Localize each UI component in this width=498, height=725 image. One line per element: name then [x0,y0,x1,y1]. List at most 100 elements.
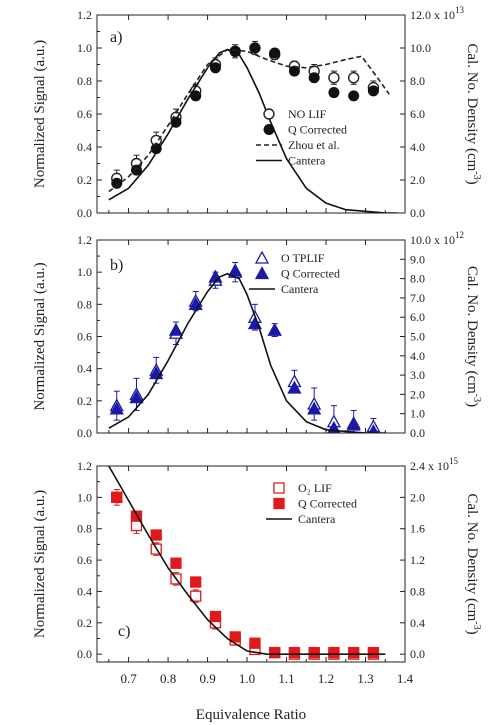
legend-label: Zhou et al. [288,138,340,152]
data-point [288,646,301,659]
legend-item: Zhou et al. [256,138,340,152]
y-tick-label: 0.6 [77,107,92,121]
series-line [108,48,398,213]
series-open-triangle [109,262,381,433]
y-tick-label: 1.2 [77,233,92,247]
y-tick-label: 0.2 [77,394,92,408]
legend-item: O TPLIF [254,250,325,265]
y2-tick-label: 2.0 [410,490,425,504]
y-axis-label: Normalized Signal (a.u.) [32,490,48,638]
y-tick-label: 1.2 [77,8,92,22]
y-tick-label: 0.0 [77,426,92,440]
plot-frame [96,465,406,663]
legend-item: Q Corrected [263,123,347,137]
y2-tick-label: 0.0 [410,647,425,661]
y-axis-label: Normalized Signal (a.u.) [32,262,48,410]
legend-label: NO LIF [288,107,327,121]
x-tick-label: 1.0 [239,671,255,686]
y2-tick-label: 2.0 [410,387,425,401]
legend-item: O₂ LIF [273,481,332,495]
data-point [328,87,340,99]
series-filled-square [111,491,380,659]
y-tick-label: 1.2 [77,459,92,473]
x-tick-label: 1.4 [397,671,414,686]
data-point [328,71,340,84]
series-line [108,466,386,655]
y-tick-label: 0.4 [77,584,92,598]
data-point [209,62,221,74]
y-tick-label: 0.2 [77,616,92,630]
y-tick-label: 0.0 [77,206,92,220]
panel-1: 0.0 0.2 0.4 0.6 0.8 1.0 1.2 0.0 2.0 4.0 6.0 8.0 10.0… [32,5,482,220]
y2-tick-label: 3.0 [410,368,425,382]
panel-label: c) [118,623,130,640]
x-tick-label: 1.2 [318,671,334,686]
y2-tick-label: 8.0 [410,74,425,88]
series-solid-line [108,272,386,433]
y2-tick-label: 0.8 [410,584,425,598]
data-point [109,401,124,415]
series-solid-line [108,466,386,655]
legend-item: Q Corrected [254,266,340,281]
data-point [130,519,143,532]
y-tick-label: 1.0 [77,265,92,279]
x-axis-label: Equivalence Ratio [196,707,306,723]
y-tick-label: 1.0 [77,41,92,55]
legend-item: NO LIF [263,107,327,121]
y-tick-label: 0.4 [77,362,92,376]
y2-tick-label: 4.0 [410,349,425,363]
legend-label: O₂ LIF [298,481,332,495]
y2-tick-label: 4.0 [410,140,425,154]
series-open-square [111,489,380,660]
data-point [190,590,202,602]
data-point [249,637,261,649]
data-point [129,390,144,404]
data-point [269,47,281,59]
legend-label: Q Corrected [288,123,347,137]
y2-tick-label: 2.0 [410,173,425,187]
series-line [108,272,386,433]
legend-label: Q Corrected [281,267,340,281]
data-point [308,646,320,659]
data-point [168,322,184,336]
y2-tick-label: 8.0 [410,272,425,286]
data-point [170,557,182,569]
panel-label: b) [110,257,123,274]
data-point [348,90,360,102]
data-point [229,631,241,643]
y2-axis-label: Cal. No. Density (cm-3) [464,493,482,634]
legend-item: Cantera [256,154,326,168]
y2-tick-label: 1.6 [410,522,425,536]
series-dashed-line [108,48,390,193]
legend-label: Cantera [298,512,336,526]
y-tick-label: 0.4 [77,140,92,154]
data-point [348,646,360,659]
data-point [347,71,360,84]
y2-tick-label: 6.0 [410,310,425,324]
data-point [346,417,361,431]
x-tick-label: 1.3 [357,671,373,686]
data-point [263,124,275,135]
data-point [130,164,142,176]
x-tick-label: 1.1 [278,671,294,686]
data-point [249,42,261,54]
y-tick-label: 0.8 [77,74,92,88]
y2-tick-label: 12.0 x 1013 [410,5,465,22]
y2-tick-label: 10.0 [410,41,431,55]
y-tick-label: 0.0 [77,647,92,661]
data-point [150,529,162,541]
legend-item: Cantera [249,282,319,296]
series-line [108,48,390,193]
data-point [367,646,380,659]
legend-item: Q Corrected [273,497,357,511]
y2-tick-label: 2.4 x 1015 [410,456,459,473]
data-point [269,646,281,659]
data-point [367,85,379,97]
data-point [273,482,285,494]
y2-tick-label: 10.0 x 1012 [410,230,464,247]
data-point [209,610,222,623]
data-point [273,497,285,510]
y-tick-label: 1.0 [77,490,92,504]
x-tick-label: 0.7 [120,671,137,686]
